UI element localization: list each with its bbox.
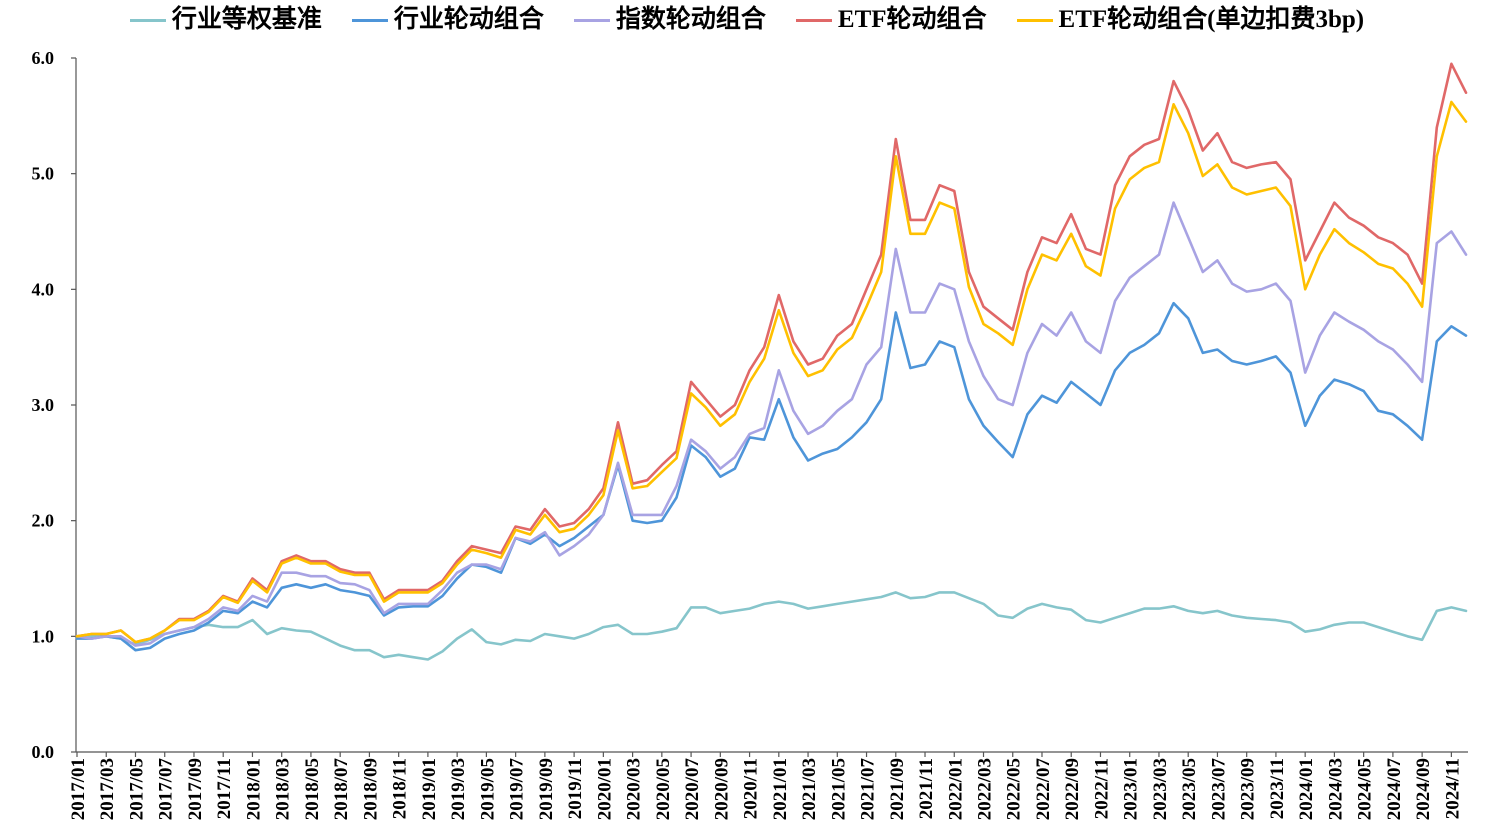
y-tick-label: 1.0	[32, 626, 55, 646]
legend-item-industry-rotation: 行业轮动组合	[351, 2, 544, 38]
x-tick-label: 2020/05	[653, 758, 674, 820]
x-tick-label: 2023/07	[1208, 758, 1229, 821]
x-tick-label: 2020/03	[624, 758, 645, 820]
y-axis-ticks: 0.0 1.0 2.0 3.0 4.0 5.0 6.0	[32, 48, 76, 762]
y-tick-label: 4.0	[32, 279, 55, 299]
legend-item-index-rotation: 指数轮动组合	[573, 2, 766, 38]
x-tick-label: 2022/07	[1033, 758, 1054, 821]
x-axis-ticks: 2017/01 2017/03 2017/05 2017/07 2017/09 2017/…	[68, 752, 1463, 820]
x-tick-label: 2022/09	[1062, 758, 1083, 820]
x-tick-label: 2023/09	[1238, 758, 1259, 820]
legend-item-etf-rotation: ETF轮动组合	[795, 2, 987, 38]
x-tick-label: 2024/11	[1442, 758, 1463, 819]
legend-swatch-benchmark	[129, 18, 166, 22]
legend: 行业等权基准 行业轮动组合 指数轮动组合 ETF轮动组合 ETF轮动组合(单边扣…	[0, 2, 1494, 38]
x-tick-label: 2017/05	[126, 758, 147, 820]
x-tick-label: 2018/11	[390, 758, 411, 819]
axes	[75, 58, 1468, 753]
x-tick-label: 2024/09	[1413, 758, 1434, 820]
x-tick-label: 2022/01	[945, 758, 966, 820]
legend-swatch-etf-rotation	[795, 18, 832, 22]
x-tick-label: 2024/03	[1325, 758, 1346, 820]
x-tick-label: 2021/07	[858, 758, 879, 821]
series-lines	[75, 62, 1468, 661]
x-tick-label: 2017/07	[156, 758, 177, 821]
x-tick-label: 2018/07	[331, 758, 352, 821]
x-tick-label: 2023/11	[1267, 758, 1288, 819]
y-tick-label: 5.0	[32, 164, 55, 184]
x-tick-label: 2022/05	[1004, 758, 1025, 820]
legend-swatch-industry-rotation	[351, 18, 388, 22]
series-line-etf-rotation-fee	[75, 100, 1468, 644]
y-tick-label: 3.0	[32, 395, 55, 415]
x-tick-label: 2019/09	[536, 758, 557, 820]
legend-item-benchmark: 行业等权基准	[129, 2, 322, 38]
x-tick-label: 2021/05	[828, 758, 849, 820]
x-tick-label: 2019/01	[419, 758, 440, 820]
legend-label-etf-rotation: ETF轮动组合	[837, 6, 987, 33]
x-tick-label: 2017/11	[214, 758, 235, 819]
legend-swatch-index-rotation	[573, 18, 610, 22]
x-tick-label: 2018/01	[243, 758, 264, 820]
x-tick-label: 2023/01	[1121, 758, 1142, 820]
x-tick-label: 2024/07	[1384, 758, 1405, 821]
legend-swatch-etf-rotation-fee	[1016, 18, 1053, 22]
x-tick-label: 2021/09	[887, 758, 908, 820]
x-tick-label: 2019/07	[507, 758, 528, 821]
x-tick-label: 2017/09	[185, 758, 206, 820]
x-tick-label: 2024/01	[1296, 758, 1317, 820]
x-tick-label: 2021/03	[799, 758, 820, 820]
legend-label-industry-rotation: 行业轮动组合	[393, 6, 544, 33]
series-line-industry-rotation	[75, 301, 1468, 652]
x-tick-label: 2019/03	[448, 758, 469, 820]
series-line-etf-rotation	[75, 62, 1468, 644]
x-tick-label: 2019/05	[477, 758, 498, 820]
x-tick-label: 2018/09	[360, 758, 381, 820]
x-tick-label: 2022/11	[1091, 758, 1112, 819]
y-tick-label: 6.0	[32, 48, 55, 68]
x-tick-label: 2018/05	[302, 758, 323, 820]
x-tick-label: 2020/11	[741, 758, 762, 819]
x-tick-label: 2020/07	[682, 758, 703, 821]
x-tick-label: 2022/03	[975, 758, 996, 820]
x-tick-label: 2023/03	[1150, 758, 1171, 820]
y-tick-label: 0.0	[32, 742, 55, 762]
legend-label-benchmark: 行业等权基准	[171, 6, 322, 33]
x-tick-label: 2020/01	[594, 758, 615, 820]
x-tick-label: 2021/11	[916, 758, 937, 819]
x-tick-label: 2017/01	[68, 758, 89, 820]
y-tick-label: 2.0	[32, 511, 55, 531]
legend-label-index-rotation: 指数轮动组合	[615, 6, 766, 33]
series-line-benchmark	[75, 591, 1468, 661]
x-tick-label: 2020/09	[711, 758, 732, 820]
series-line-index-rotation	[75, 201, 1468, 647]
x-tick-label: 2021/01	[770, 758, 791, 820]
x-tick-label: 2018/03	[273, 758, 294, 820]
x-tick-label: 2017/03	[97, 758, 118, 820]
x-tick-label: 2019/11	[565, 758, 586, 819]
x-tick-label: 2023/05	[1179, 758, 1200, 820]
legend-label-etf-rotation-fee: ETF轮动组合(单边扣费3bp)	[1058, 6, 1365, 33]
legend-item-etf-rotation-fee: ETF轮动组合(单边扣费3bp)	[1016, 2, 1365, 38]
x-tick-label: 2024/05	[1355, 758, 1376, 820]
